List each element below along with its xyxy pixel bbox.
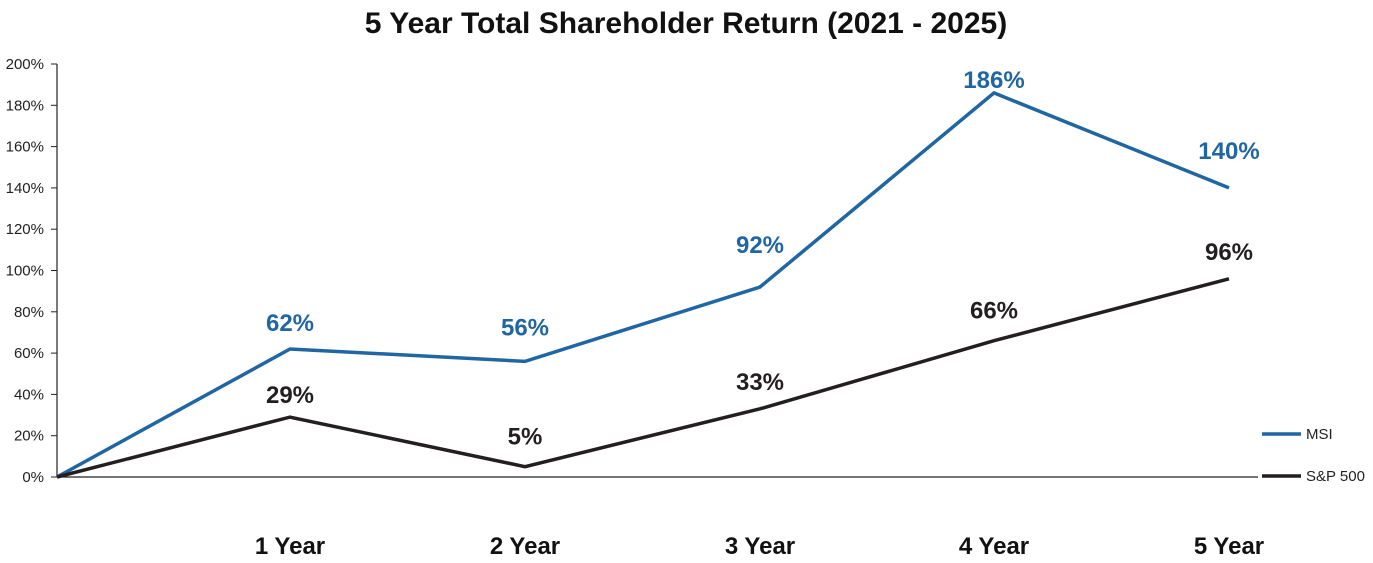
series-line-sp500 xyxy=(56,277,1230,479)
data-labels: 62% 56% 92% 186% 140% 29% 5% 33% 66% 96% xyxy=(266,67,1260,451)
chart-title: 5 Year Total Shareholder Return (2021 - … xyxy=(365,7,1007,40)
legend-label: MSI xyxy=(1306,426,1333,443)
y-tick-label: 200% xyxy=(6,56,44,73)
y-tick-label: 40% xyxy=(14,386,44,403)
legend-label: S&P 500 xyxy=(1306,468,1365,485)
y-tick-label: 80% xyxy=(14,304,44,321)
y-tick-label: 100% xyxy=(6,263,44,280)
y-axis-ticks: 0% 20% 40% 60% 80% 100% 120% 140% 160% 180% 200% xyxy=(6,56,57,486)
data-label: 5% xyxy=(508,424,543,451)
y-tick-label: 60% xyxy=(14,345,44,362)
data-label: 56% xyxy=(501,314,549,341)
x-tick-label: 2 Year xyxy=(490,533,560,560)
data-label: 66% xyxy=(970,298,1018,325)
series-line-msi xyxy=(56,90,1230,479)
y-tick-label: 0% xyxy=(22,469,44,486)
y-tick-label: 120% xyxy=(6,221,44,238)
x-tick-label: 4 Year xyxy=(959,533,1029,560)
data-label: 96% xyxy=(1205,239,1253,266)
data-label: 186% xyxy=(963,67,1024,94)
y-tick-label: 160% xyxy=(6,139,44,156)
legend: MSI S&P 500 xyxy=(1262,426,1365,485)
data-label: 29% xyxy=(266,382,314,409)
data-label: 92% xyxy=(736,232,784,259)
y-tick-label: 140% xyxy=(6,180,44,197)
data-label: 33% xyxy=(736,369,784,396)
y-tick-label: 20% xyxy=(14,428,44,445)
data-label: 140% xyxy=(1198,138,1259,165)
x-tick-label: 1 Year xyxy=(255,533,325,560)
y-tick-label: 180% xyxy=(6,97,44,114)
x-tick-label: 5 Year xyxy=(1194,533,1264,560)
x-axis-ticks: 1 Year 2 Year 3 Year 4 Year 5 Year xyxy=(255,533,1264,560)
series-lines xyxy=(56,90,1230,479)
data-label: 62% xyxy=(266,310,314,337)
x-tick-label: 3 Year xyxy=(725,533,795,560)
